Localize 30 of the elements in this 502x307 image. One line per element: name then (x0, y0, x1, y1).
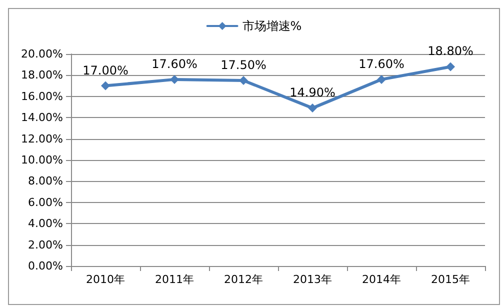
data-label: 17.00% (82, 63, 128, 78)
y-tick-label: 16.00% (21, 90, 63, 103)
y-tick-label: 10.00% (21, 154, 63, 166)
point (101, 81, 110, 90)
y-tick-label: 6.00% (28, 196, 63, 209)
point (308, 104, 317, 113)
x-tick-label: 2014年 (362, 273, 401, 286)
point (239, 76, 248, 85)
data-label: 14.90% (290, 86, 336, 100)
y-tick-label: 0.00% (28, 260, 63, 272)
x-tick-label: 2011年 (155, 273, 194, 286)
x-tick-label: 2010年 (86, 273, 125, 286)
x-tick-label: 2012年 (224, 273, 263, 286)
y-tick-label: 20.00% (21, 48, 63, 60)
x-tick-label: 2013年 (293, 273, 332, 286)
y-tick-label: 14.00% (21, 111, 63, 124)
data-label: 18.80% (428, 44, 474, 58)
data-label: 17.60% (358, 56, 404, 71)
data-label: 17.60% (152, 56, 198, 71)
y-tick-label: 8.00% (28, 174, 63, 188)
y-tick-label: 12.00% (21, 132, 63, 146)
x-tick-label: 2015年 (431, 273, 470, 286)
point (377, 74, 386, 84)
y-tick-label: 18.00% (21, 68, 63, 82)
point (170, 74, 179, 84)
legend-label: 市场增速% (242, 19, 302, 33)
data-label: 17.50% (220, 58, 266, 72)
y-tick-label: 4.00% (28, 217, 63, 230)
y-tick-label: 2.00% (28, 238, 63, 252)
point (446, 62, 455, 72)
